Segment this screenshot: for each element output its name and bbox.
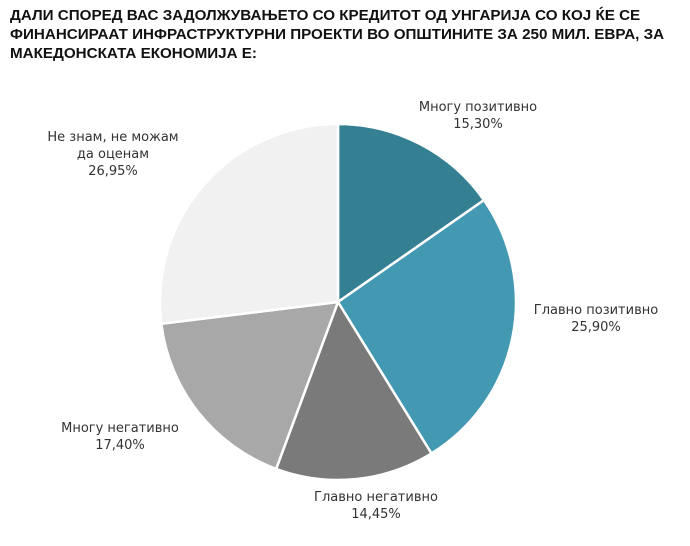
data-label-1: Многу позитивно 15,30% (419, 100, 537, 132)
slice-category-label-5: Не знам, не можам (47, 130, 178, 145)
chart-title: ДАЛИ СПОРЕД ВАС ЗАДОЛЖУВАЊЕТО СО КРЕДИТО… (10, 6, 682, 63)
slice-value-label-3: 14,45% (351, 507, 401, 522)
slice-category-label-1: Многу позитивно (419, 100, 537, 115)
slice-category-label-3: Главно негативно (314, 490, 438, 505)
data-label-4: Многу негативно 17,40% (61, 421, 179, 453)
chart-title-line-1: ДАЛИ СПОРЕД ВАС ЗАДОЛЖУВАЊЕТО СО КРЕДИТО… (10, 7, 641, 24)
data-label-2: Главно позитивно 25,90% (534, 303, 658, 335)
slice-value-label-4: 17,40% (95, 438, 145, 453)
slice-category-label-5: да оценам (77, 147, 149, 162)
slice-category-label-4: Многу негативно (61, 421, 179, 436)
pie-slice-2 (336, 198, 518, 455)
slice-value-label-1: 15,30% (453, 117, 503, 132)
pie-slice-5 (158, 122, 340, 325)
slice-value-label-5: 26,95% (88, 164, 138, 179)
chart-title-line-3: МАКЕДОНСКАТА ЕКОНОМИЈА Е: (10, 45, 257, 62)
pie-slice-3 (274, 300, 433, 482)
pie-slice-4 (160, 300, 340, 471)
data-label-3: Главно негативно 14,45% (314, 490, 438, 522)
slice-value-label-2: 25,90% (571, 320, 621, 335)
chart-title-line-2: ФИНАНСИРААТ ИНФРАСТРУКТУРНИ ПРОЕКТИ ВО О… (10, 26, 665, 43)
slice-category-label-2: Главно позитивно (534, 303, 658, 318)
pie-slice-1 (336, 122, 486, 304)
data-label-5: Не знам, не можам да оценам 26,95% (47, 130, 178, 179)
